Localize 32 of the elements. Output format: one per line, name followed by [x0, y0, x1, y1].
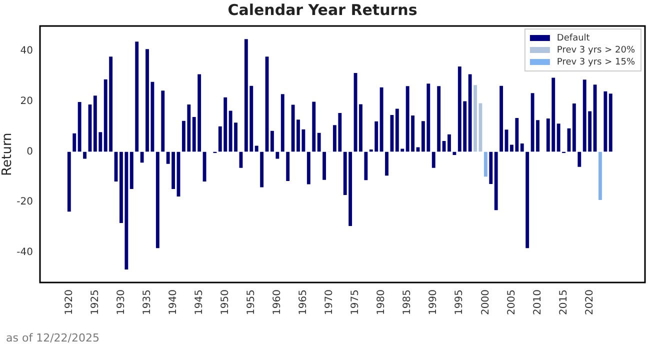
legend-label: Default	[556, 33, 590, 44]
x-tick-label: 1965	[298, 290, 310, 316]
x-tick-label: 1940	[168, 290, 179, 316]
x-tick-label: 1990	[428, 290, 440, 316]
x-tick-label: 2000	[480, 290, 492, 316]
x-tick-label: 1930	[116, 290, 127, 316]
x-tick-label: 2010	[532, 290, 544, 316]
x-tick-label: 1975	[350, 290, 362, 316]
legend-label: Prev 3 yrs > 20%	[556, 45, 636, 56]
x-tick-label: 1925	[90, 290, 101, 316]
x-tick-label: 1980	[376, 290, 388, 316]
x-tick-label: 2015	[558, 290, 570, 316]
x-tick-label: 1960	[272, 290, 284, 316]
chart-title: Calendar Year Returns	[228, 0, 418, 19]
legend-label: Prev 3 yrs > 15%	[556, 57, 636, 68]
x-tick-label: 1950	[220, 290, 231, 316]
x-tick-label: 1955	[246, 290, 257, 316]
y-tick-label: 40	[20, 46, 33, 57]
y-tick-label: 0	[26, 146, 33, 158]
x-tick-label: 1985	[402, 290, 414, 316]
y-axis-title: Return	[0, 132, 16, 176]
text: as of 12/22/2025	[6, 331, 100, 344]
x-tick-label: 1995	[454, 290, 466, 316]
y-tick-label: -40	[16, 246, 33, 258]
x-tick-label: 1935	[142, 290, 153, 316]
x-tick-label: 2005	[506, 290, 518, 316]
y-tick-label: 20	[20, 96, 33, 108]
x-tick-label: 1945	[194, 290, 205, 316]
x-tick-label: 1920	[64, 290, 75, 316]
y-tick-label: -20	[16, 196, 33, 208]
x-tick-label: 1970	[324, 290, 336, 316]
x-tick-label: 2020	[584, 290, 596, 316]
